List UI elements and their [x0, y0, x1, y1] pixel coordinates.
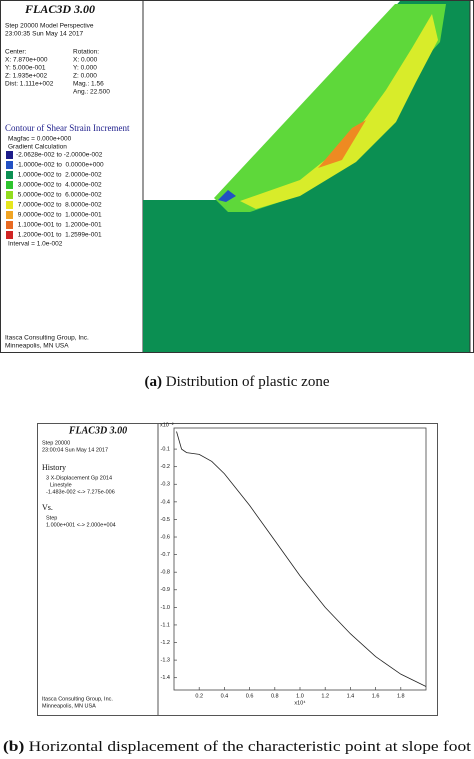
history: History — [42, 463, 66, 472]
x-scale-label: x10⁴ — [294, 699, 306, 706]
plastic-zone-peak — [318, 120, 366, 168]
legend-swatch — [6, 191, 13, 199]
x-name: Step — [46, 515, 57, 521]
y-tick-label: -0.9 — [161, 587, 170, 593]
vs: Vs. — [42, 503, 53, 512]
software: FLAC3D 3.00 — [68, 425, 127, 436]
plastic-zone — [214, 4, 446, 212]
company: Itasca Consulting Group, Inc. — [42, 696, 113, 702]
y-tick-label: -0.2 — [161, 464, 170, 470]
x-tick-label: 1.2 — [321, 693, 329, 699]
view-param: Rotation: — [73, 49, 99, 56]
x-tick-label: 1.8 — [397, 693, 405, 699]
magfac: Magfac = 0.000e+000 — [8, 136, 72, 143]
panel-b-frame — [37, 423, 438, 716]
linestyle: Linestyle — [50, 482, 72, 488]
y-tick-label: -0.1 — [161, 447, 170, 453]
x-tick-label: 1.4 — [347, 693, 355, 699]
caption-b: (b) Horizontal displacement of the chara… — [3, 739, 472, 755]
x-tick-label: 1.6 — [372, 693, 380, 699]
legend-swatch — [6, 231, 13, 239]
legend-label: 7.0000e-002 to 8.0000e-002 — [16, 202, 102, 209]
company: Itasca Consulting Group, Inc. — [5, 335, 89, 342]
legend-swatch — [6, 221, 13, 229]
legend-label: -2.0628e-002 to -2.0000e-002 — [16, 152, 103, 159]
view-param: X: 0.000 — [73, 57, 98, 64]
y-scale-label: x10⁻² — [160, 422, 174, 428]
legend-label: -1.0000e-002 to 0.0000e+000 — [16, 162, 104, 169]
legend-label: 1.2000e-001 to 1.2599e-001 — [16, 232, 102, 239]
caption-tag: (b) — [3, 739, 24, 755]
y-tick-label: -1.4 — [161, 675, 170, 681]
x-tick-label: 0.6 — [246, 693, 254, 699]
caption-text: Distribution of plastic zone — [162, 374, 330, 390]
range: -1.483e-002 <-> 7.275e-006 — [46, 489, 115, 495]
caption-text: Horizontal displacement of the character… — [24, 739, 472, 755]
view-param: Y: 0.000 — [73, 65, 97, 72]
legend-label: 1.1000e-001 to 1.2000e-001 — [16, 222, 102, 229]
legend-label: 5.0000e-002 to 6.0000e-002 — [16, 192, 102, 199]
x-range: 1.000e+001 <-> 2.000e+004 — [46, 522, 116, 528]
y-tick-label: -1.1 — [161, 622, 170, 628]
y-tick-label: -0.6 — [161, 534, 170, 540]
view-param: X: 7.870e+000 — [5, 57, 48, 64]
time: 23:00:04 Sun May 14 2017 — [42, 447, 108, 453]
y-tick-label: -0.7 — [161, 552, 170, 558]
view-param: Ang.: 22.500 — [73, 89, 110, 96]
legend-swatch — [6, 161, 13, 169]
legend-swatch — [6, 211, 13, 219]
legend-label: 1.0000e-002 to 2.0000e-002 — [16, 172, 102, 179]
view-param: Y: 5.000e-001 — [5, 65, 46, 72]
y-tick-label: -1.3 — [161, 658, 170, 664]
legend-label: 3.0000e-002 to 4.0000e-002 — [16, 182, 102, 189]
y-tick-label: -0.4 — [161, 499, 170, 505]
x-tick-label: 0.8 — [271, 693, 279, 699]
y-tick-label: -0.8 — [161, 570, 170, 576]
y-tick-label: -0.5 — [161, 517, 170, 523]
step: Step 20000 Model Perspective — [5, 23, 94, 30]
view-param: Dist: 1.111e+002 — [5, 81, 54, 88]
city: Minneapolis, MN USA — [42, 703, 96, 709]
toe-zone — [218, 190, 236, 202]
x-tick-label: 0.2 — [195, 693, 203, 699]
view-param: Center: — [5, 49, 27, 56]
interval: Interval = 1.0e-002 — [8, 241, 63, 248]
view-param: Z: 1.935e+002 — [5, 73, 47, 80]
line-series — [176, 431, 427, 687]
legend-swatch — [6, 171, 13, 179]
contour-title: Contour of Shear Strain Increment — [5, 123, 130, 133]
x-tick-label: 0.4 — [221, 693, 229, 699]
x-tick-label: 1.0 — [296, 693, 304, 699]
view-param: Z: 0.000 — [73, 73, 97, 80]
caption-a: (a) Distribution of plastic zone — [145, 374, 330, 390]
software: FLAC3D 3.00 — [24, 2, 95, 16]
legend-swatch — [6, 201, 13, 209]
time: 23:00:35 Sun May 14 2017 — [5, 31, 83, 38]
caption-tag: (a) — [145, 374, 163, 390]
legend-label: 9.0000e-002 to 1.0000e-001 — [16, 212, 102, 219]
gradient: Gradient Calculation — [8, 144, 67, 151]
city: Minneapolis, MN USA — [5, 343, 69, 350]
y-tick-label: -1.0 — [161, 605, 170, 611]
y-tick-label: -1.2 — [161, 640, 170, 646]
y-tick-label: -0.3 — [161, 482, 170, 488]
series-desc: 3 X-Displacement Gp 2014 — [46, 475, 112, 481]
legend-swatch — [6, 151, 13, 159]
plastic-zone-core — [240, 14, 438, 209]
step: Step 20000 — [42, 440, 70, 446]
legend-swatch — [6, 181, 13, 189]
view-param: Mag.: 1.56 — [73, 81, 104, 88]
